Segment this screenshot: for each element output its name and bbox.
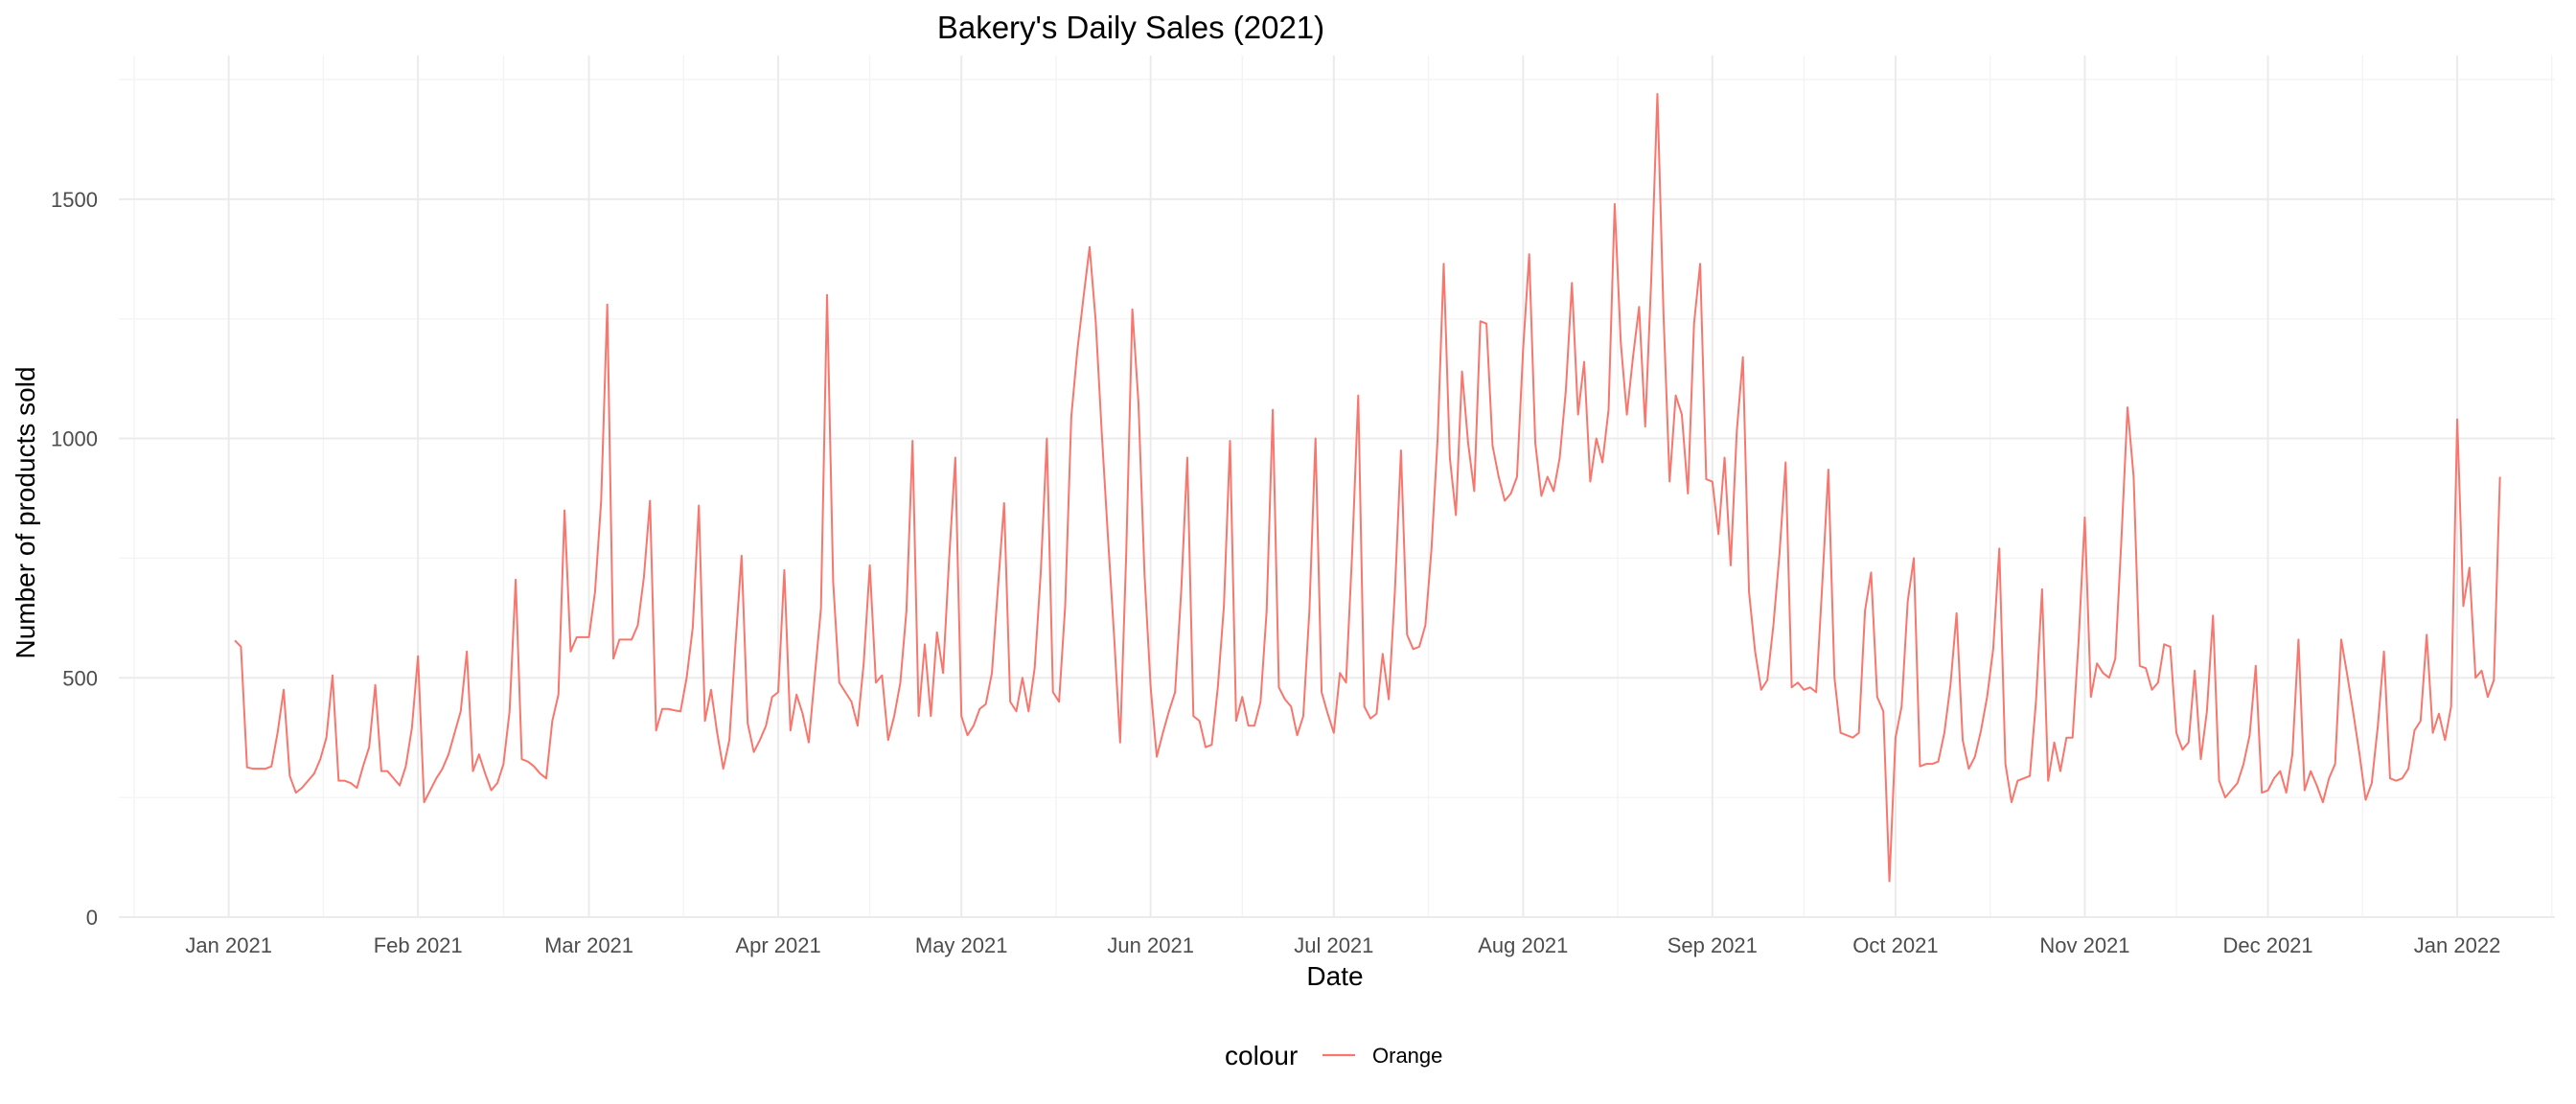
major-gridlines [119, 56, 2555, 918]
x-tick-label: Jan 2022 [2414, 933, 2501, 957]
x-tick-label: Jul 2021 [1294, 933, 1373, 957]
x-tick-label: Dec 2021 [2222, 933, 2312, 957]
x-tick-label: Oct 2021 [1852, 933, 1938, 957]
legend-label-orange: Orange [1372, 1044, 1442, 1068]
x-tick-label: May 2021 [915, 933, 1008, 957]
x-tick-label: Aug 2021 [1478, 933, 1568, 957]
y-tick-label: 1500 [51, 188, 98, 212]
x-tick-label: Apr 2021 [735, 933, 820, 957]
y-tick-label: 0 [86, 906, 98, 930]
chart-title: Bakery's Daily Sales (2021) [937, 10, 1324, 45]
legend: colour Orange [1225, 1041, 1442, 1070]
tick-labels: Jan 2021 Feb 2021 Mar 2021 Apr 2021 May 2021… [51, 188, 2500, 957]
y-axis-title: Number of products sold [11, 366, 40, 658]
x-tick-label: Jan 2021 [185, 933, 272, 957]
x-tick-label: Sep 2021 [1668, 933, 1758, 957]
x-tick-label: Jun 2021 [1107, 933, 1194, 957]
x-tick-label: Mar 2021 [544, 933, 633, 957]
x-tick-label: Feb 2021 [374, 933, 463, 957]
minor-gridlines [119, 56, 2555, 917]
y-tick-label: 1000 [51, 427, 98, 451]
x-tick-label: Nov 2021 [2039, 933, 2129, 957]
x-axis-title: Date [1306, 961, 1363, 991]
series-line-orange [234, 92, 2501, 883]
series-layer [234, 92, 2501, 883]
y-tick-label: 500 [62, 666, 98, 690]
legend-title: colour [1225, 1041, 1298, 1070]
